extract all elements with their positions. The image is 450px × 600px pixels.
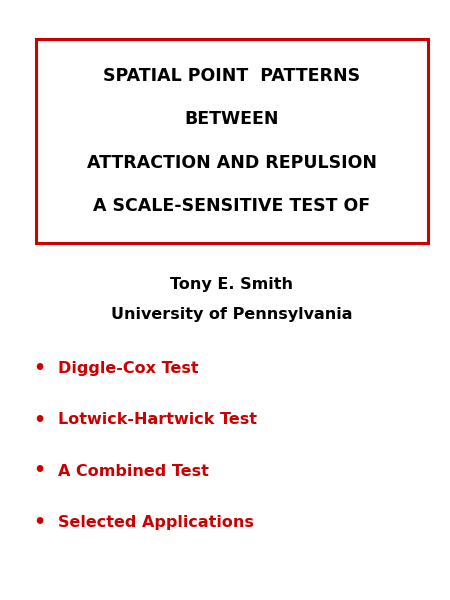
Text: •: • bbox=[33, 410, 45, 430]
Text: A SCALE-SENSITIVE TEST OF: A SCALE-SENSITIVE TEST OF bbox=[93, 197, 370, 215]
Text: ATTRACTION AND REPULSION: ATTRACTION AND REPULSION bbox=[87, 154, 377, 172]
Text: BETWEEN: BETWEEN bbox=[184, 110, 279, 128]
Text: •: • bbox=[33, 359, 45, 379]
Text: Tony E. Smith: Tony E. Smith bbox=[170, 277, 293, 292]
Text: University of Pennsylvania: University of Pennsylvania bbox=[111, 307, 352, 323]
Text: A Combined Test: A Combined Test bbox=[58, 463, 209, 479]
Text: •: • bbox=[33, 512, 45, 532]
Text: Lotwick-Hartwick Test: Lotwick-Hartwick Test bbox=[58, 413, 257, 427]
Text: Diggle-Cox Test: Diggle-Cox Test bbox=[58, 361, 199, 377]
Bar bbox=[36, 39, 428, 243]
Text: •: • bbox=[33, 461, 45, 481]
Text: SPATIAL POINT  PATTERNS: SPATIAL POINT PATTERNS bbox=[103, 67, 360, 85]
Text: Selected Applications: Selected Applications bbox=[58, 514, 254, 529]
